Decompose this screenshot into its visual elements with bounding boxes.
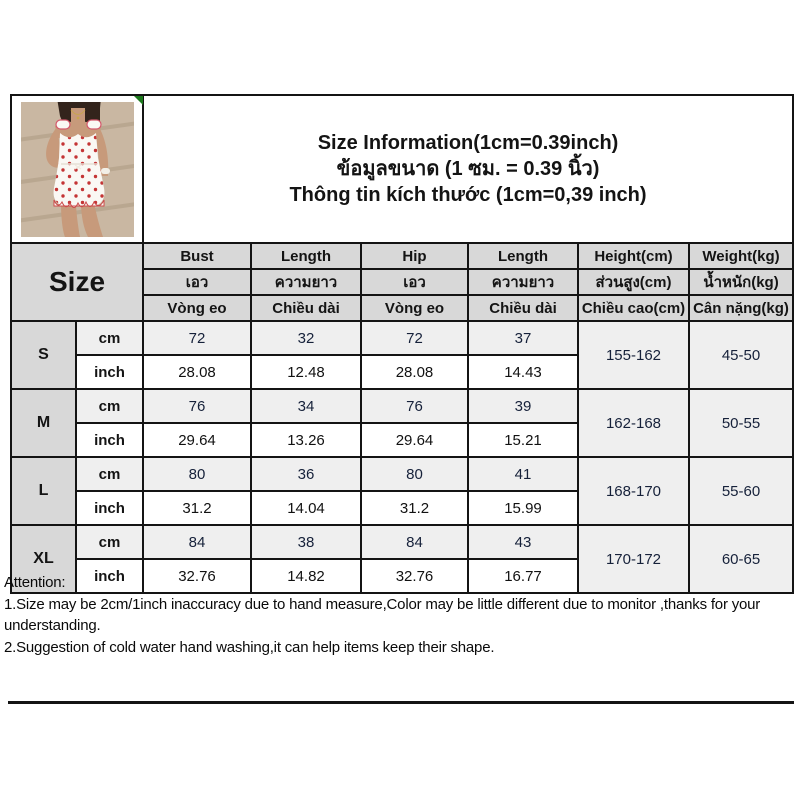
row-m-inch: inch 29.64 13.26 29.64 15.21	[11, 422, 793, 458]
unit-label-cm: cm	[75, 320, 144, 356]
top-row: Size Information(1cm=0.39inch) ข้อมูลขนา…	[10, 94, 795, 244]
cell-l-length2-inch: 15.99	[467, 490, 579, 526]
unit-label-inch: inch	[75, 354, 144, 390]
size-table: Size Information(1cm=0.39inch) ข้อมูลขนา…	[10, 94, 795, 594]
unit-label-inch: inch	[75, 558, 144, 594]
header-length2-th: ความยาว	[467, 268, 579, 296]
title-cell: Size Information(1cm=0.39inch) ข้อมูลขนา…	[141, 94, 795, 244]
romper-model-illustration	[20, 101, 134, 237]
cell-xl-height: 170-172	[577, 524, 690, 594]
header-bust-vi: Vòng eo	[142, 294, 252, 322]
header-hip-en: Hip	[360, 242, 469, 270]
row-xl-inch: inch 32.76 14.82 32.76 16.77	[11, 558, 793, 594]
header-hip-vi: Vòng eo	[360, 294, 469, 322]
cell-l-bust-inch: 31.2	[142, 490, 252, 526]
header-height-vi: Chiều cao(cm)	[577, 294, 690, 322]
unit-label-inch: inch	[75, 422, 144, 458]
row-l-cm: L cm 80 36 80 41 168-170 55-60	[10, 456, 795, 526]
cell-m-hip-cm: 76	[360, 388, 469, 424]
row-s-inch: inch 28.08 12.48 28.08 14.43	[11, 354, 793, 390]
attention-notes: Attention: 1.Size may be 2cm/1inch inacc…	[4, 572, 796, 658]
cell-xl-length1-inch: 14.82	[250, 558, 362, 594]
cell-xl-hip-cm: 84	[360, 524, 469, 560]
cell-s-hip-cm: 72	[360, 320, 469, 356]
product-photo-cell	[10, 94, 144, 244]
header-row-vi: Vòng eo Chiều dài Vòng eo Chiều dài Chiề…	[11, 294, 795, 322]
cell-s-length1-inch: 12.48	[250, 354, 362, 390]
cell-s-weight: 45-50	[687, 320, 795, 390]
size-sheet: Size Information(1cm=0.39inch) ข้อมูลขนา…	[10, 94, 795, 594]
cell-xl-bust-inch: 32.76	[142, 558, 252, 594]
excel-error-indicator-icon	[134, 96, 143, 105]
cell-l-bust-cm: 80	[142, 456, 252, 492]
cell-m-length2-cm: 39	[467, 388, 579, 424]
header-length1-en: Length	[250, 242, 362, 270]
header-length2-en: Length	[467, 242, 579, 270]
header-bust-en: Bust	[142, 242, 252, 270]
cell-l-length2-cm: 41	[467, 456, 579, 492]
cell-s-length2-cm: 37	[467, 320, 579, 356]
size-row-label-s: S	[10, 320, 77, 390]
size-row-label-m: M	[10, 388, 77, 458]
row-s-cm: S cm 72 32 72 37 155-162 45-50	[10, 320, 795, 390]
header-length2-vi: Chiều dài	[467, 294, 579, 322]
row-l-inch: inch 31.2 14.04 31.2 15.99	[11, 490, 793, 526]
cell-l-hip-cm: 80	[360, 456, 469, 492]
header-bust-th: เอว	[142, 268, 252, 296]
cell-m-length2-inch: 15.21	[467, 422, 579, 458]
bottom-divider-line	[8, 701, 794, 704]
header-height-en: Height(cm)	[577, 242, 690, 270]
size-information-title: Size Information(1cm=0.39inch) ข้อมูลขนา…	[145, 130, 791, 208]
size-row-label-l: L	[10, 456, 77, 526]
header-row-th: เอว ความยาว เอว ความยาว ส่วนสูง(cm) น้ำห…	[11, 268, 795, 296]
cell-m-bust-inch: 29.64	[142, 422, 252, 458]
cell-l-height: 168-170	[577, 456, 690, 526]
header-weight-vi: Cân nặng(kg)	[687, 294, 795, 322]
attention-line-2: 2.Suggestion of cold water hand washing,…	[4, 638, 495, 656]
cell-xl-bust-cm: 84	[142, 524, 252, 560]
unit-label-inch: inch	[75, 490, 144, 526]
cell-s-hip-inch: 28.08	[360, 354, 469, 390]
cell-l-length1-cm: 36	[250, 456, 362, 492]
header-length1-vi: Chiều dài	[250, 294, 362, 322]
cell-l-hip-inch: 31.2	[360, 490, 469, 526]
header-hip-th: เอว	[360, 268, 469, 296]
cell-m-bust-cm: 76	[142, 388, 252, 424]
unit-label-cm: cm	[75, 456, 144, 492]
size-row-label-xl: XL	[10, 524, 77, 594]
header-weight-en: Weight(kg)	[687, 242, 795, 270]
cell-xl-length1-cm: 38	[250, 524, 362, 560]
title-line-vi: Thông tin kích thước (1cm=0,39 inch)	[289, 184, 647, 206]
size-header: Size	[10, 242, 144, 322]
cell-s-length1-cm: 32	[250, 320, 362, 356]
header-height-th: ส่วนสูง(cm)	[577, 268, 690, 296]
title-line-th: ข้อมูลขนาด (1 ซม. = 0.39 นิ้ว)	[336, 158, 600, 180]
cell-m-length1-cm: 34	[250, 388, 362, 424]
attention-line-1: 1.Size may be 2cm/1inch inaccuracy due t…	[4, 595, 761, 635]
cell-s-length2-inch: 14.43	[467, 354, 579, 390]
header-row-en: Size Bust Length Hip Length Height(cm) W…	[10, 242, 795, 322]
cell-s-height: 155-162	[577, 320, 690, 390]
cell-m-length1-inch: 13.26	[250, 422, 362, 458]
cell-xl-length2-cm: 43	[467, 524, 579, 560]
product-photo	[20, 101, 134, 237]
row-m-cm: M cm 76 34 76 39 162-168 50-55	[10, 388, 795, 458]
unit-label-cm: cm	[75, 388, 144, 424]
cell-s-bust-cm: 72	[142, 320, 252, 356]
cell-xl-hip-inch: 32.76	[360, 558, 469, 594]
header-length1-th: ความยาว	[250, 268, 362, 296]
cell-xl-weight: 60-65	[687, 524, 795, 594]
cell-m-hip-inch: 29.64	[360, 422, 469, 458]
cell-m-height: 162-168	[577, 388, 690, 458]
cell-l-weight: 55-60	[687, 456, 795, 526]
cell-xl-length2-inch: 16.77	[467, 558, 579, 594]
cell-m-weight: 50-55	[687, 388, 795, 458]
header-weight-th: น้ำหนัก(kg)	[687, 268, 795, 296]
row-xl-cm: XL cm 84 38 84 43 170-172 60-65	[10, 524, 795, 594]
attention-heading: Attention:	[4, 574, 66, 591]
unit-label-cm: cm	[75, 524, 144, 560]
cell-l-length1-inch: 14.04	[250, 490, 362, 526]
cell-s-bust-inch: 28.08	[142, 354, 252, 390]
title-line-en: Size Information(1cm=0.39inch)	[317, 132, 619, 154]
